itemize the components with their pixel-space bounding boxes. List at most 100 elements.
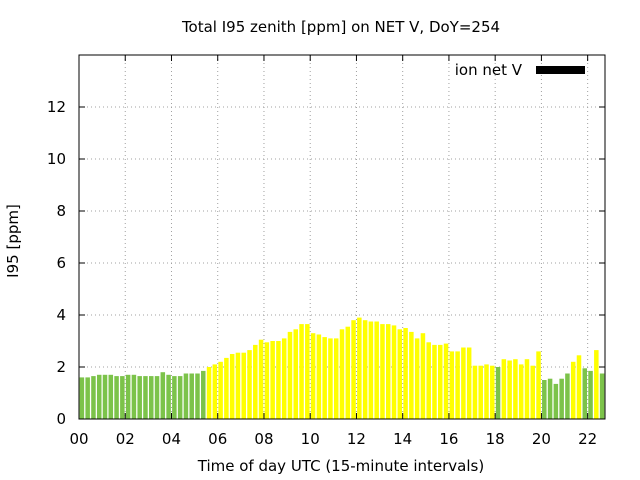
bar bbox=[385, 324, 391, 419]
bar bbox=[85, 377, 90, 419]
grid-lines bbox=[78, 55, 605, 420]
bar bbox=[339, 329, 345, 419]
bar bbox=[490, 365, 495, 419]
bar bbox=[253, 344, 258, 419]
bar bbox=[322, 337, 327, 419]
bar bbox=[397, 329, 403, 419]
legend: ion net V bbox=[455, 61, 585, 79]
x-tick-label: 10 bbox=[301, 430, 320, 448]
bar bbox=[183, 373, 189, 419]
bar bbox=[542, 380, 547, 419]
bar bbox=[588, 370, 593, 419]
bar bbox=[438, 344, 443, 419]
bar bbox=[362, 320, 368, 419]
bar bbox=[495, 367, 501, 419]
bar bbox=[478, 365, 483, 419]
bar bbox=[426, 342, 431, 419]
bar bbox=[374, 321, 379, 419]
bar bbox=[530, 365, 536, 419]
bar bbox=[594, 350, 599, 419]
bar bbox=[559, 378, 564, 419]
bar bbox=[333, 338, 339, 419]
bar bbox=[276, 341, 281, 419]
bar bbox=[432, 344, 437, 419]
bar bbox=[195, 373, 200, 419]
bar bbox=[547, 378, 553, 419]
legend-swatch bbox=[536, 66, 585, 74]
bar bbox=[264, 342, 270, 419]
x-axis-label: Time of day UTC (15-minute intervals) bbox=[197, 457, 484, 475]
bar-series bbox=[79, 317, 605, 419]
bar bbox=[420, 333, 426, 419]
bar bbox=[293, 329, 299, 419]
bar bbox=[148, 376, 154, 419]
bar bbox=[345, 326, 351, 419]
bar bbox=[565, 373, 570, 419]
y-tick-label: 12 bbox=[47, 98, 66, 116]
y-tick-label: 8 bbox=[56, 202, 66, 220]
x-tick-label: 14 bbox=[393, 430, 412, 448]
bar bbox=[391, 325, 397, 419]
bar bbox=[108, 374, 114, 419]
bar bbox=[409, 331, 414, 419]
x-tick-label: 04 bbox=[162, 430, 181, 448]
bar bbox=[414, 338, 420, 419]
bar bbox=[368, 321, 374, 419]
bar bbox=[299, 324, 304, 419]
bar bbox=[224, 357, 229, 419]
x-tick-label: 16 bbox=[439, 430, 458, 448]
bar bbox=[472, 365, 478, 419]
bar bbox=[305, 324, 310, 419]
bar bbox=[553, 383, 559, 419]
bar bbox=[316, 334, 322, 419]
bar bbox=[599, 373, 605, 419]
bar bbox=[270, 341, 275, 419]
x-tick-label: 06 bbox=[208, 430, 227, 448]
bar bbox=[524, 359, 530, 419]
x-tick-label: 08 bbox=[254, 430, 273, 448]
bar bbox=[114, 376, 119, 419]
y-tick-label: 6 bbox=[56, 254, 66, 272]
bar bbox=[137, 376, 142, 419]
bar bbox=[235, 352, 241, 419]
bar bbox=[241, 352, 246, 419]
bar bbox=[357, 317, 362, 419]
bar bbox=[484, 364, 489, 419]
bar bbox=[131, 374, 137, 419]
legend-label: ion net V bbox=[455, 61, 523, 79]
bar bbox=[102, 374, 108, 419]
bar bbox=[576, 355, 582, 419]
bar bbox=[206, 367, 212, 419]
bar bbox=[518, 364, 524, 419]
chart-title: Total I95 zenith [ppm] on NET V, DoY=254 bbox=[181, 18, 500, 36]
bar bbox=[166, 374, 171, 419]
bar bbox=[513, 359, 518, 419]
bar bbox=[449, 351, 455, 419]
bar bbox=[310, 333, 316, 419]
bar bbox=[96, 374, 102, 419]
bar bbox=[218, 361, 223, 419]
bar bbox=[177, 376, 183, 419]
plot-frame bbox=[78, 54, 606, 420]
bar bbox=[125, 374, 131, 419]
bar bbox=[79, 377, 85, 419]
x-tick-label: 12 bbox=[347, 430, 366, 448]
bar bbox=[582, 368, 588, 419]
x-tick-label: 20 bbox=[532, 430, 551, 448]
bar bbox=[120, 376, 125, 419]
x-tick-label: 18 bbox=[486, 430, 505, 448]
x-tick-label: 00 bbox=[69, 430, 88, 448]
bar bbox=[570, 361, 576, 419]
bar bbox=[351, 320, 356, 419]
y-tick-label: 0 bbox=[56, 410, 66, 428]
bar bbox=[455, 351, 460, 419]
bar bbox=[507, 360, 512, 419]
bar bbox=[258, 339, 264, 419]
bar bbox=[536, 351, 541, 419]
y-tick-label: 10 bbox=[47, 150, 66, 168]
bar bbox=[247, 350, 252, 419]
bar bbox=[281, 338, 287, 419]
bar bbox=[201, 370, 206, 419]
